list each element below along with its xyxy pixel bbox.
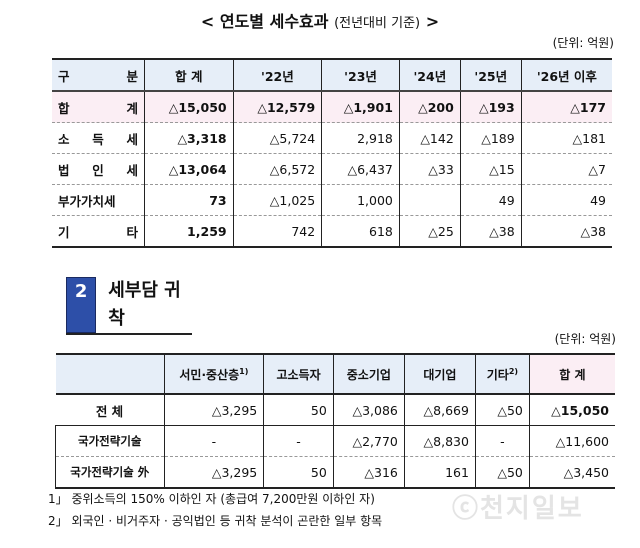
cell: △6,572: [232, 153, 322, 185]
cell: △6,437: [321, 153, 400, 185]
cell: 49: [459, 184, 522, 216]
cell: △25: [398, 215, 461, 247]
cell: △3,318: [144, 122, 234, 154]
header-sme: 중소기업: [332, 354, 405, 395]
cell: △142: [398, 122, 461, 154]
cell: 73: [144, 184, 234, 216]
cell: △200: [398, 91, 461, 123]
cell: △38: [520, 215, 612, 247]
title-main: < 연도별 세수효과: [200, 12, 329, 31]
footnote-2: 2」 외국인 · 비거주자 · 공익법인 등 귀착 분석이 곤란한 일부 항목: [48, 514, 383, 528]
cell: △11,600: [528, 425, 615, 457]
row-label: 국가전략기술: [55, 425, 164, 457]
header-2026-after: '26년 이후: [520, 59, 612, 92]
cell: △15,050: [144, 91, 234, 123]
cell: △3,086: [332, 394, 405, 426]
cell: △12,579: [232, 91, 322, 123]
table-row: 부가가치세 73 △1,025 1,000 49 49: [52, 184, 612, 216]
cell: △1,901: [321, 91, 400, 123]
cell: △189: [459, 122, 522, 154]
cell: -: [474, 425, 530, 457]
cell: -: [263, 425, 334, 457]
cell: △177: [520, 91, 612, 123]
cell: △193: [459, 91, 522, 123]
header-total: 합 계: [144, 59, 234, 92]
cell: △8,830: [403, 425, 476, 457]
cell: △15: [459, 153, 522, 185]
header-2022: '22년: [232, 59, 322, 92]
row-label: 전 체: [55, 394, 164, 426]
section-heading: 2 세부담 귀착: [66, 277, 192, 335]
cell: 50: [263, 456, 334, 488]
tax-burden-table: 서민·중산층1) 고소득자 중소기업 대기업 기타2) 합 계 전 체 △3,2…: [55, 353, 615, 489]
row-label: 부가가치세: [52, 184, 145, 216]
header-blank: [55, 354, 164, 395]
title-close: >: [425, 12, 440, 31]
cell: 1,259: [144, 215, 234, 247]
cell: △2,770: [332, 425, 405, 457]
cell: △3,450: [528, 456, 615, 488]
cell: △13,064: [144, 153, 234, 185]
footnotes: 1」 중위소득의 150% 이하인 자 (총급여 7,200만원 이하인 자) …: [48, 488, 382, 532]
cell: △50: [474, 394, 530, 426]
cell: △3,295: [163, 456, 264, 488]
watermark: ⓒ천지일보: [452, 494, 584, 524]
cell: -: [163, 425, 264, 457]
cell: 742: [232, 215, 322, 247]
header-total: 합 계: [528, 354, 615, 395]
cell: 2,918: [321, 122, 400, 154]
table1-title: < 연도별 세수효과 (전년대비 기준) >: [0, 8, 640, 32]
cell: △5,724: [232, 122, 322, 154]
cell: △50: [474, 456, 530, 488]
cell: 161: [403, 456, 476, 488]
unit-label-2: (단위: 억원): [554, 332, 616, 346]
cell: △8,669: [403, 394, 476, 426]
table-row: 전 체 △3,295 50 △3,086 △8,669 △50 △15,050: [55, 394, 615, 426]
cell: △316: [332, 456, 405, 488]
unit-label-1: (단위: 억원): [552, 36, 614, 50]
cell: 1,000: [321, 184, 400, 216]
header-2024: '24년: [398, 59, 461, 92]
cell: △3,295: [163, 394, 264, 426]
header-2025: '25년: [459, 59, 522, 92]
table-header-row: 서민·중산층1) 고소득자 중소기업 대기업 기타2) 합 계: [55, 354, 615, 395]
cell: △7: [520, 153, 612, 185]
cell: 618: [321, 215, 400, 247]
section-number: 2: [66, 277, 97, 333]
cell: △15,050: [528, 394, 615, 426]
table-row: 국가전략기술 外 △3,295 50 △316 161 △50 △3,450: [55, 456, 615, 488]
header-large-corp: 대기업: [403, 354, 476, 395]
cell: △181: [520, 122, 612, 154]
row-label: 국가전략기술 外: [55, 456, 164, 488]
header-high-income: 고소득자: [263, 354, 334, 395]
cell: 50: [263, 394, 334, 426]
cell: [398, 184, 461, 216]
header-2023: '23년: [321, 59, 400, 92]
table-row: 국가전략기술 - - △2,770 △8,830 - △11,600: [55, 425, 615, 457]
cell: △38: [459, 215, 522, 247]
header-middle-class: 서민·중산층1): [163, 354, 264, 395]
header-other: 기타2): [474, 354, 530, 395]
title-sub: (전년대비 기준): [334, 16, 421, 31]
cell: 49: [520, 184, 612, 216]
cell: △1,025: [232, 184, 322, 216]
cell: △33: [398, 153, 461, 185]
section-title: 세부담 귀착: [108, 280, 181, 329]
footnote-1: 1」 중위소득의 150% 이하인 자 (총급여 7,200만원 이하인 자): [48, 492, 375, 506]
